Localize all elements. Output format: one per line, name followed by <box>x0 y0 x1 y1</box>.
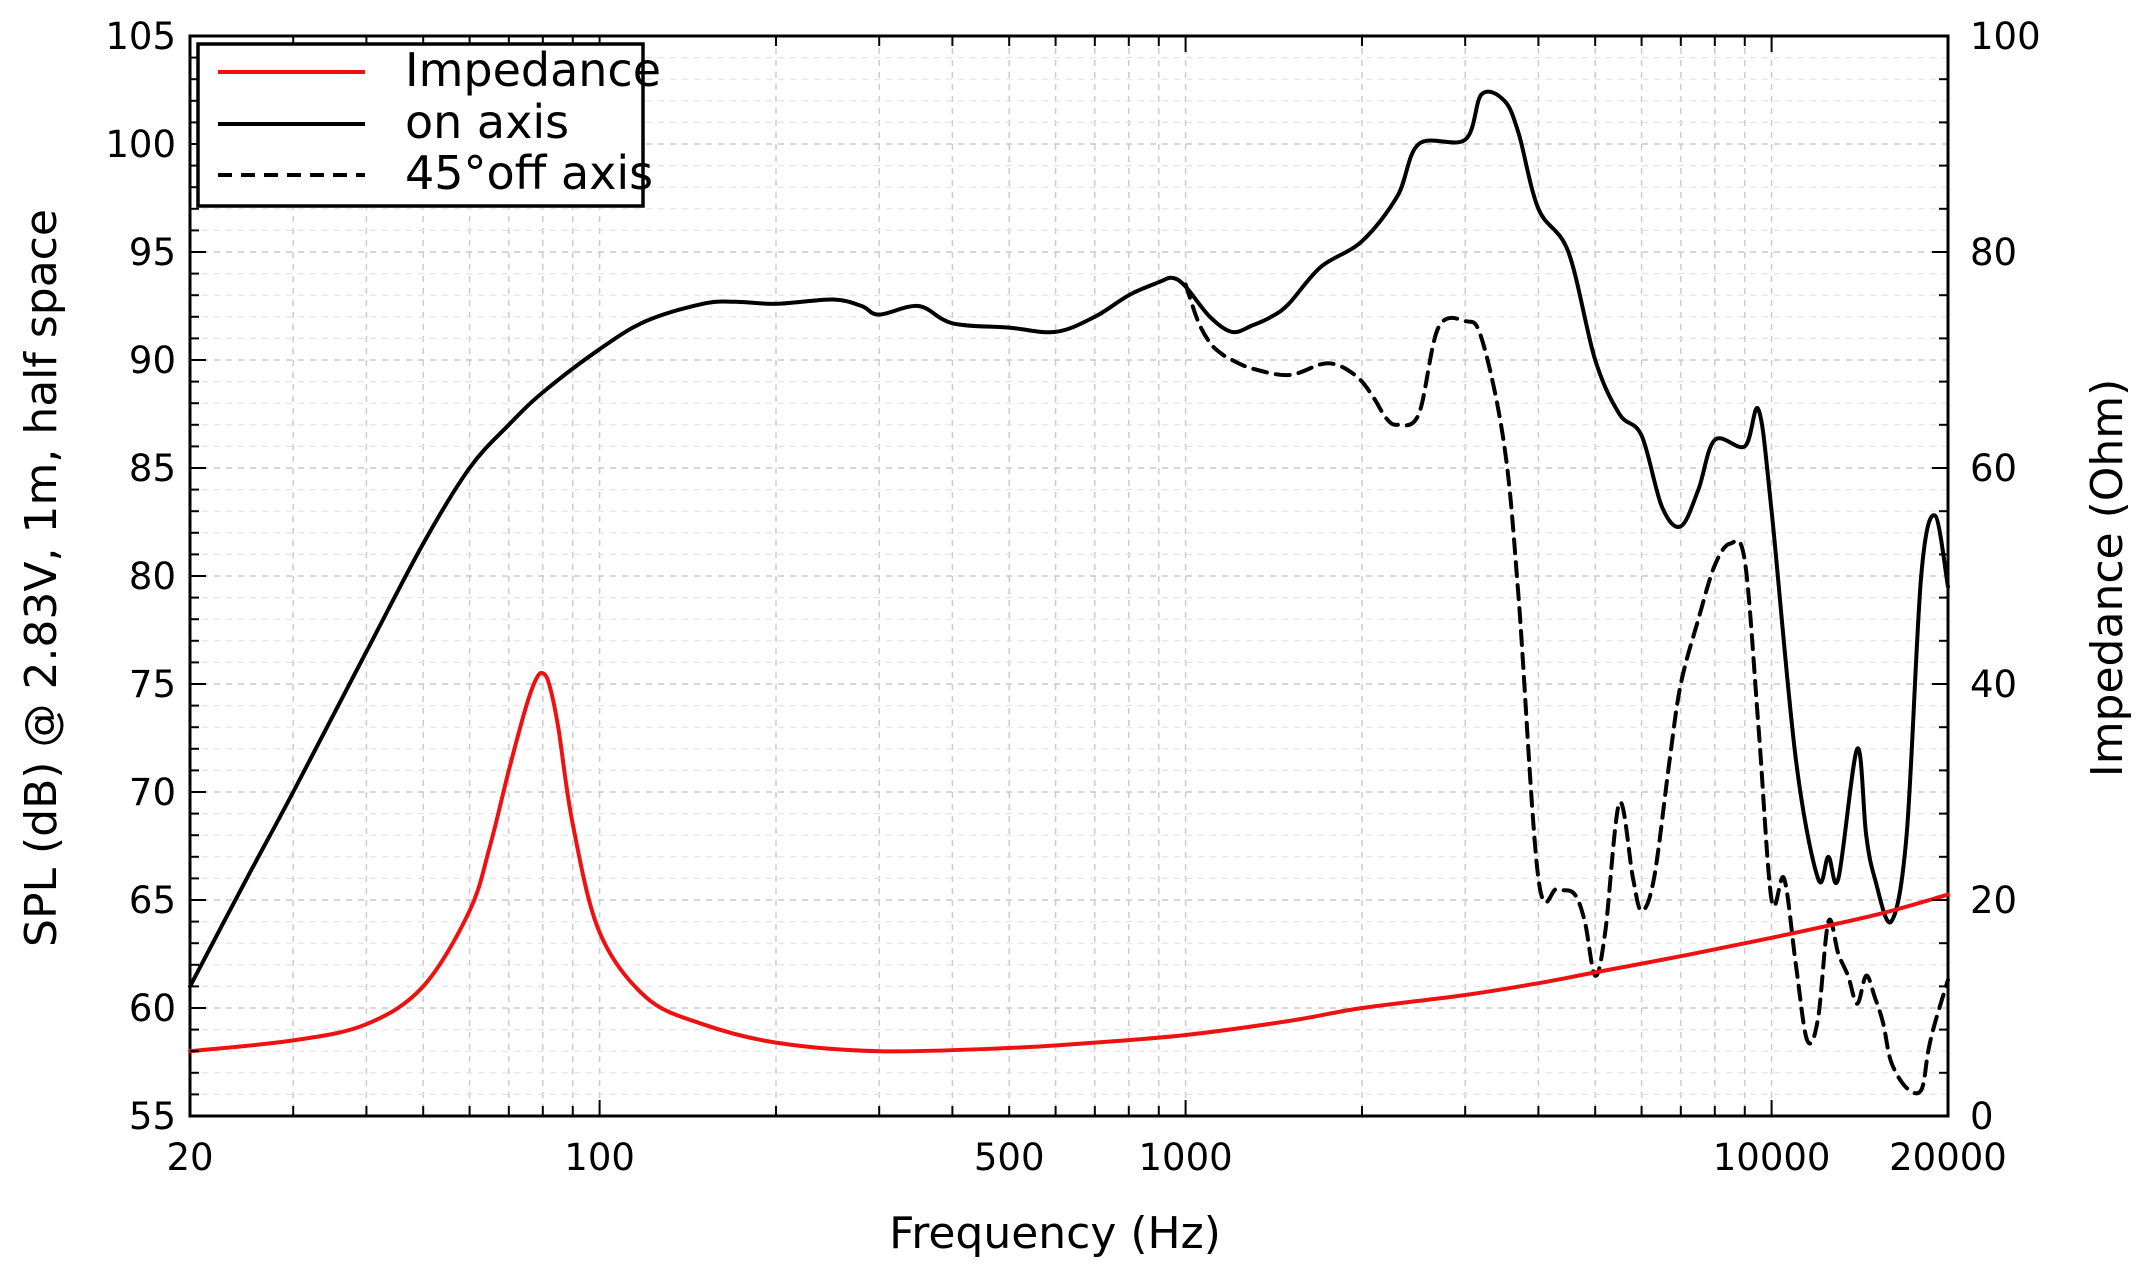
y-tick-label: 75 <box>129 663 176 706</box>
y-tick-label: 65 <box>129 879 176 922</box>
y2-tick-label: 100 <box>1970 15 2041 58</box>
x-axis-title: Frequency (Hz) <box>889 1208 1221 1259</box>
tick-marks <box>189 35 1949 1117</box>
y2-axis-title: Impedance (Ohm) <box>2082 379 2133 778</box>
y-tick-label: 95 <box>129 231 176 274</box>
series-line-45-off-axis <box>1183 282 1950 1096</box>
y-tick-label: 100 <box>105 123 176 166</box>
y2-tick-label: 40 <box>1970 663 2017 706</box>
x-tick-label: 100 <box>564 1136 635 1179</box>
y-tick-label: 70 <box>129 771 176 814</box>
grid <box>190 36 1948 1116</box>
series-group <box>188 89 1950 1096</box>
x-tick-label: 10000 <box>1713 1136 1831 1179</box>
x-tick-label: 500 <box>974 1136 1045 1179</box>
y-axis-title: SPL (dB) @ 2.83V, 1m, half space <box>16 209 67 947</box>
x-tick-label: 20 <box>166 1136 213 1179</box>
y-tick-label: 80 <box>129 555 176 598</box>
tick-labels: 20 100 500 1000 10000 20000556065707580859095… <box>105 15 2040 1179</box>
y-tick-label: 90 <box>129 339 176 382</box>
legend-label-impedance: Impedance <box>405 43 661 97</box>
y2-tick-label: 80 <box>1970 231 2017 274</box>
legend-label-on-axis: on axis <box>405 95 569 149</box>
y2-tick-label: 20 <box>1970 879 2017 922</box>
legend-label-45-off-axis: 45°off axis <box>405 146 653 200</box>
x-tick-label: 1000 <box>1139 1136 1233 1179</box>
legend: Impedance on axis 45°off axis <box>196 42 661 208</box>
series-line-on-axis <box>188 89 1950 989</box>
y-tick-label: 60 <box>129 987 176 1030</box>
y-tick-label: 85 <box>129 447 176 490</box>
y-tick-label: 55 <box>129 1095 176 1138</box>
y2-tick-label: 0 <box>1970 1095 1994 1138</box>
x-tick-label: 20000 <box>1889 1136 2007 1179</box>
series-line-impedance <box>188 670 1950 1054</box>
y2-tick-label: 60 <box>1970 447 2017 490</box>
y-tick-label: 105 <box>105 15 176 58</box>
